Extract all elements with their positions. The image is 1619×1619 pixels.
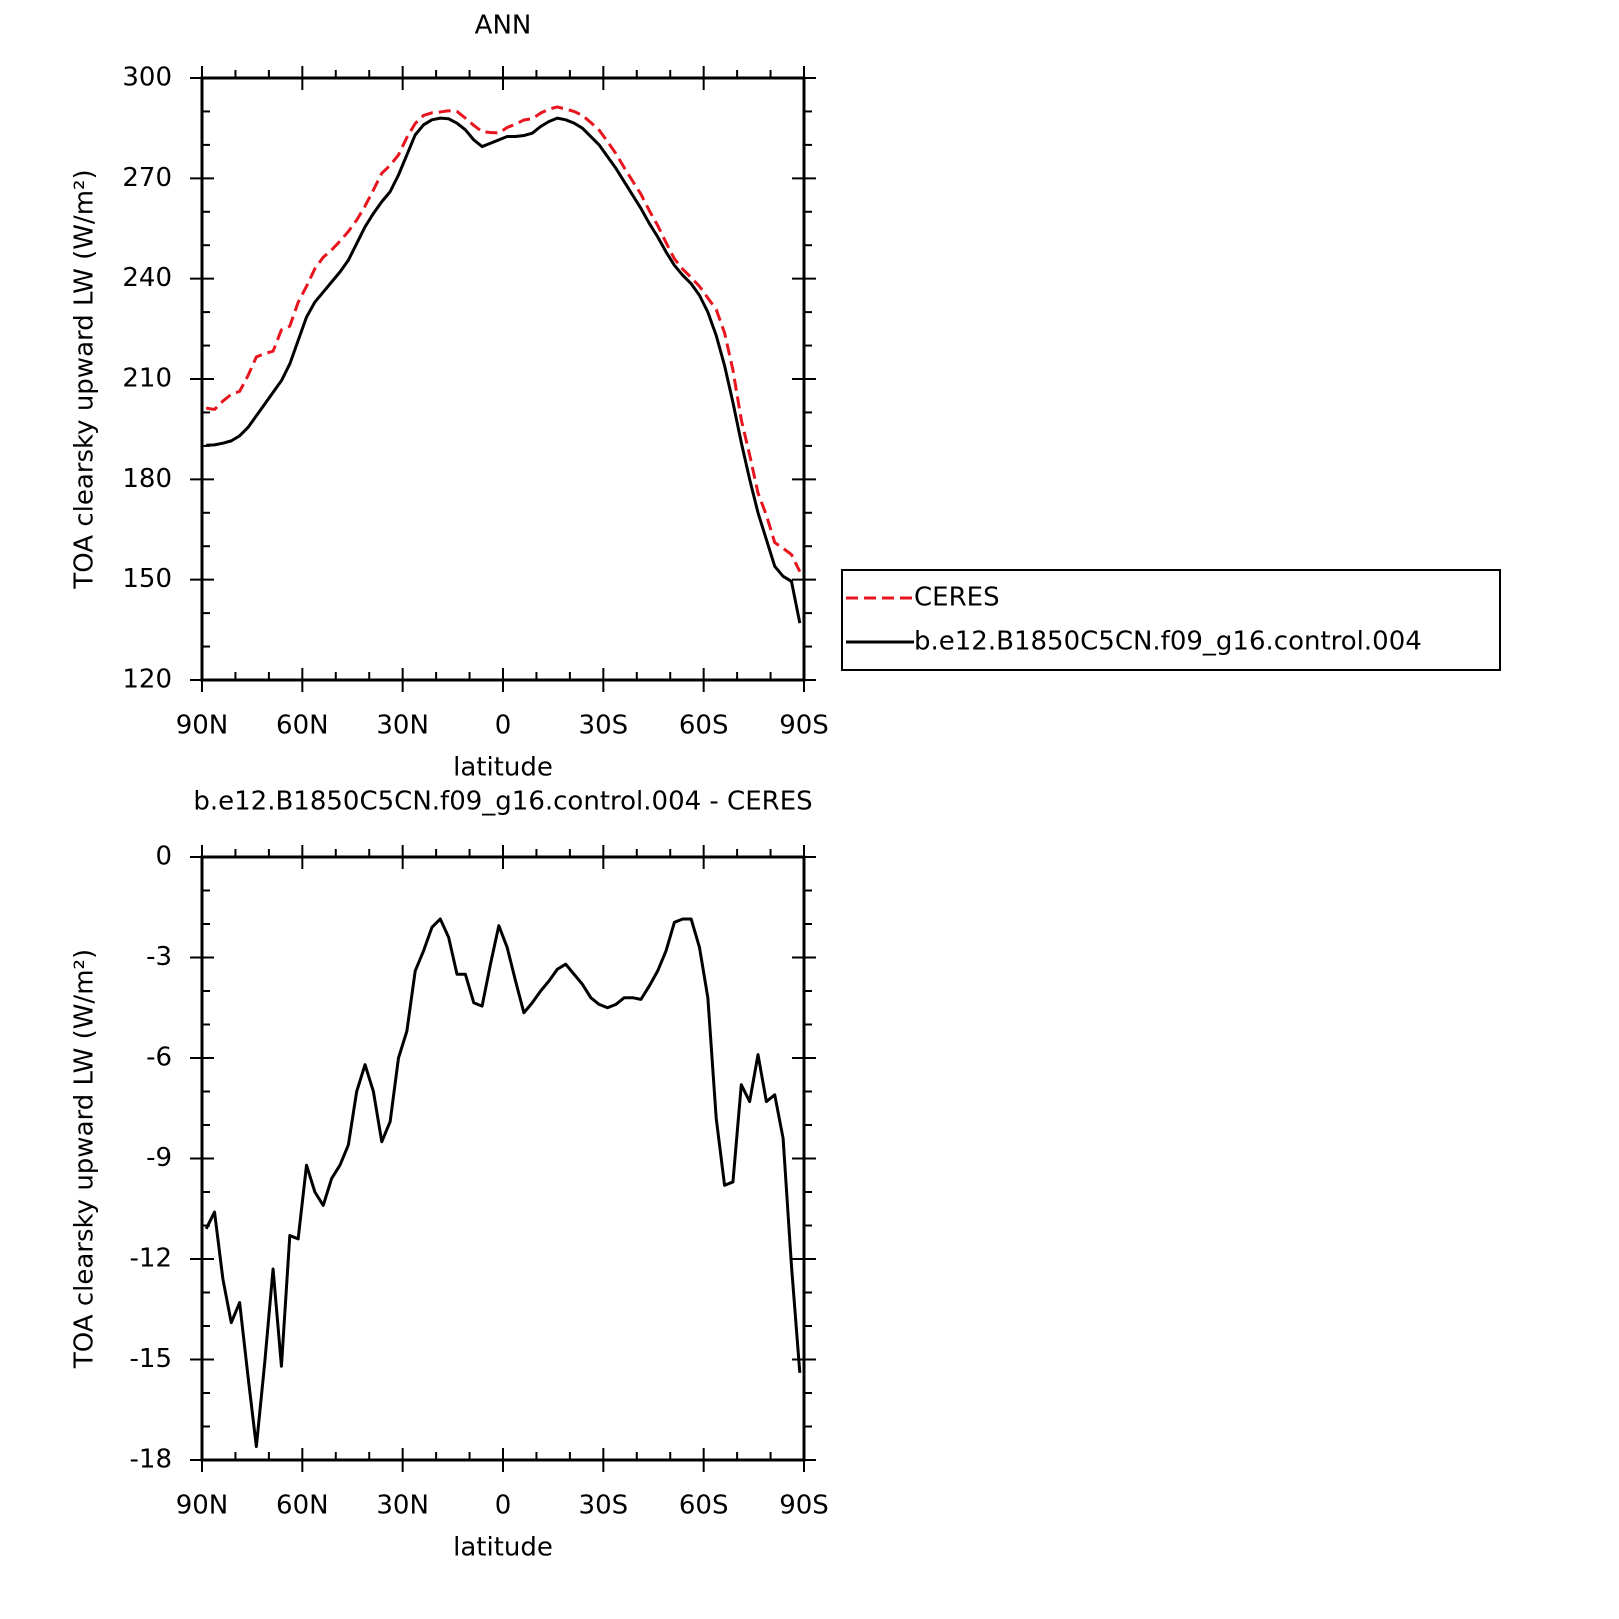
y-axis-label: TOA clearsky upward LW (W/m²) <box>70 169 100 589</box>
y-tick-label: -3 <box>146 942 172 972</box>
y-tick-label: -18 <box>130 1445 172 1475</box>
data-line <box>206 116 802 624</box>
x-tick-label: 0 <box>495 711 512 741</box>
y-tick-label: 210 <box>122 364 172 394</box>
x-axis-label: latitude <box>453 1533 553 1563</box>
y-tick-label: -12 <box>130 1244 172 1274</box>
data-line <box>205 105 802 573</box>
x-tick-label: 90S <box>779 1491 829 1521</box>
chart-title: ANN <box>475 11 532 41</box>
y-tick-label: 0 <box>155 842 172 872</box>
legend-entry: CERES <box>914 583 1000 613</box>
y-tick-label: 270 <box>122 163 172 193</box>
x-tick-label: 90S <box>779 711 829 741</box>
x-tick-label: 30S <box>579 1491 629 1521</box>
x-tick-label: 0 <box>495 1491 512 1521</box>
plot-frame <box>200 76 806 682</box>
chart-title: b.e12.B1850C5CN.f09_g16.control.004 - CE… <box>193 787 812 817</box>
x-tick-label: 60S <box>679 1491 729 1521</box>
y-tick-label: 240 <box>122 263 172 293</box>
x-tick-label: 60S <box>679 711 729 741</box>
y-tick-label: -9 <box>146 1143 172 1173</box>
legend-entry: b.e12.B1850C5CN.f09_g16.control.004 <box>914 627 1422 657</box>
x-tick-label: 90N <box>176 1491 229 1521</box>
y-tick-label: -6 <box>146 1043 172 1073</box>
y-axis-label: TOA clearsky upward LW (W/m²) <box>70 949 100 1369</box>
x-tick-label: 60N <box>276 1491 329 1521</box>
plot-frame <box>200 855 806 1462</box>
x-tick-label: 30N <box>376 711 429 741</box>
y-tick-label: 180 <box>122 464 172 494</box>
x-tick-label: 60N <box>276 711 329 741</box>
y-tick-label: 150 <box>122 564 172 594</box>
y-tick-label: 300 <box>122 63 172 93</box>
x-tick-label: 30N <box>376 1491 429 1521</box>
legend-box <box>841 569 1501 671</box>
y-tick-label: 120 <box>122 665 172 695</box>
x-axis-label: latitude <box>453 753 553 783</box>
x-tick-label: 90N <box>176 711 229 741</box>
y-tick-label: -15 <box>130 1344 172 1374</box>
data-line <box>204 917 802 1449</box>
x-tick-label: 30S <box>579 711 629 741</box>
